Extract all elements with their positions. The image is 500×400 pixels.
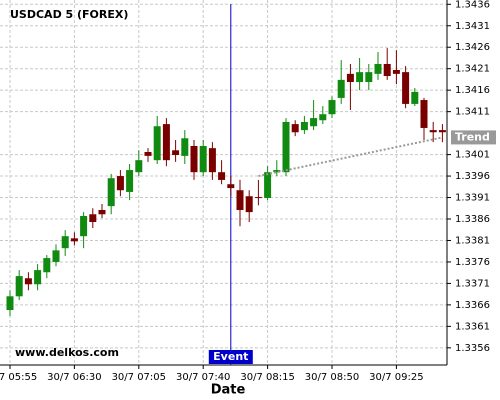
candle-body: [52, 250, 60, 262]
candle-body: [227, 184, 235, 189]
candle-body: [420, 100, 428, 128]
candle-body: [236, 190, 244, 210]
candle-body: [116, 176, 124, 191]
candle-body: [374, 63, 382, 74]
chart-title: USDCAD 5 (FOREX): [10, 8, 128, 21]
y-tick-label: 1.3391: [455, 193, 490, 204]
candle-body: [346, 73, 354, 83]
candle-body: [15, 276, 23, 297]
y-tick-label: 1.3436: [455, 0, 490, 10]
trend-line: [258, 136, 443, 178]
candle-body: [34, 270, 42, 285]
trend-label: Trend: [455, 130, 490, 143]
candle-body: [264, 172, 272, 198]
candle-body: [162, 124, 170, 161]
candle-body: [181, 138, 189, 156]
candle-body: [254, 197, 262, 199]
candle-body: [402, 72, 410, 104]
event-label: Event: [213, 350, 248, 363]
x-tick-label: 30/7 06:30: [47, 372, 101, 383]
candle-body: [43, 258, 51, 273]
candle-body: [365, 72, 373, 83]
x-axis-label: Date: [211, 383, 246, 398]
watermark: www.delkos.com: [15, 346, 119, 359]
candle-body: [392, 69, 400, 74]
y-tick-label: 1.3416: [455, 85, 490, 96]
candle-body: [300, 121, 308, 131]
y-tick-label: 1.3381: [455, 235, 490, 246]
y-tick-label: 1.3366: [455, 300, 490, 311]
y-tick-label: 1.3356: [455, 343, 490, 354]
candle-body: [208, 148, 216, 173]
candle-body: [337, 79, 345, 98]
candle-body: [383, 63, 391, 77]
candle-body: [144, 152, 152, 156]
candle-body: [190, 146, 198, 173]
candle-body: [89, 214, 97, 223]
candle-body: [199, 146, 207, 173]
candle-body: [273, 170, 281, 173]
candle-body: [310, 118, 318, 127]
y-tick-label: 1.3426: [455, 42, 490, 53]
y-tick-label: 1.3421: [455, 64, 490, 75]
candle-body: [153, 126, 161, 161]
candle-body: [172, 150, 180, 156]
candle-body: [98, 209, 106, 215]
candle-body: [356, 72, 364, 83]
candle-body: [126, 170, 134, 192]
candle-body: [61, 236, 69, 249]
x-tick-label: 30/7 08:50: [305, 372, 359, 383]
y-tick-label: 1.3371: [455, 278, 490, 289]
candle-body: [411, 91, 419, 104]
candle-body: [70, 238, 78, 242]
x-tick-label: 30/7 07:05: [112, 372, 166, 383]
event-label-box: [208, 350, 253, 364]
x-tick-label: 30/7 08:15: [240, 372, 294, 383]
candle-body: [282, 121, 290, 173]
x-tick-label: 30/7 09:25: [369, 372, 423, 383]
y-tick-label: 1.3401: [455, 150, 490, 161]
candle-body: [6, 296, 14, 311]
candle-body: [328, 100, 336, 115]
candle-body: [107, 178, 115, 207]
y-tick-label: 1.3411: [455, 107, 490, 118]
candle-body: [135, 160, 143, 173]
candle-body: [319, 114, 327, 121]
candle-body: [245, 196, 253, 213]
y-tick-label: 1.3376: [455, 257, 490, 268]
y-tick-label: 1.3386: [455, 214, 490, 225]
candle-body: [80, 215, 88, 237]
trend-label-box: [451, 130, 496, 145]
candle-body: [429, 130, 437, 133]
candle-body: [438, 130, 446, 133]
y-tick-label: 1.3431: [455, 21, 490, 32]
y-tick-label: 1.3361: [455, 321, 490, 332]
candle-body: [291, 124, 299, 133]
x-tick-label: 30/7 05:55: [0, 372, 37, 383]
y-tick-label: 1.3396: [455, 171, 490, 182]
x-tick-label: 30/7 07:40: [176, 372, 230, 383]
candle-body: [24, 278, 32, 285]
candle-body: [218, 172, 226, 180]
